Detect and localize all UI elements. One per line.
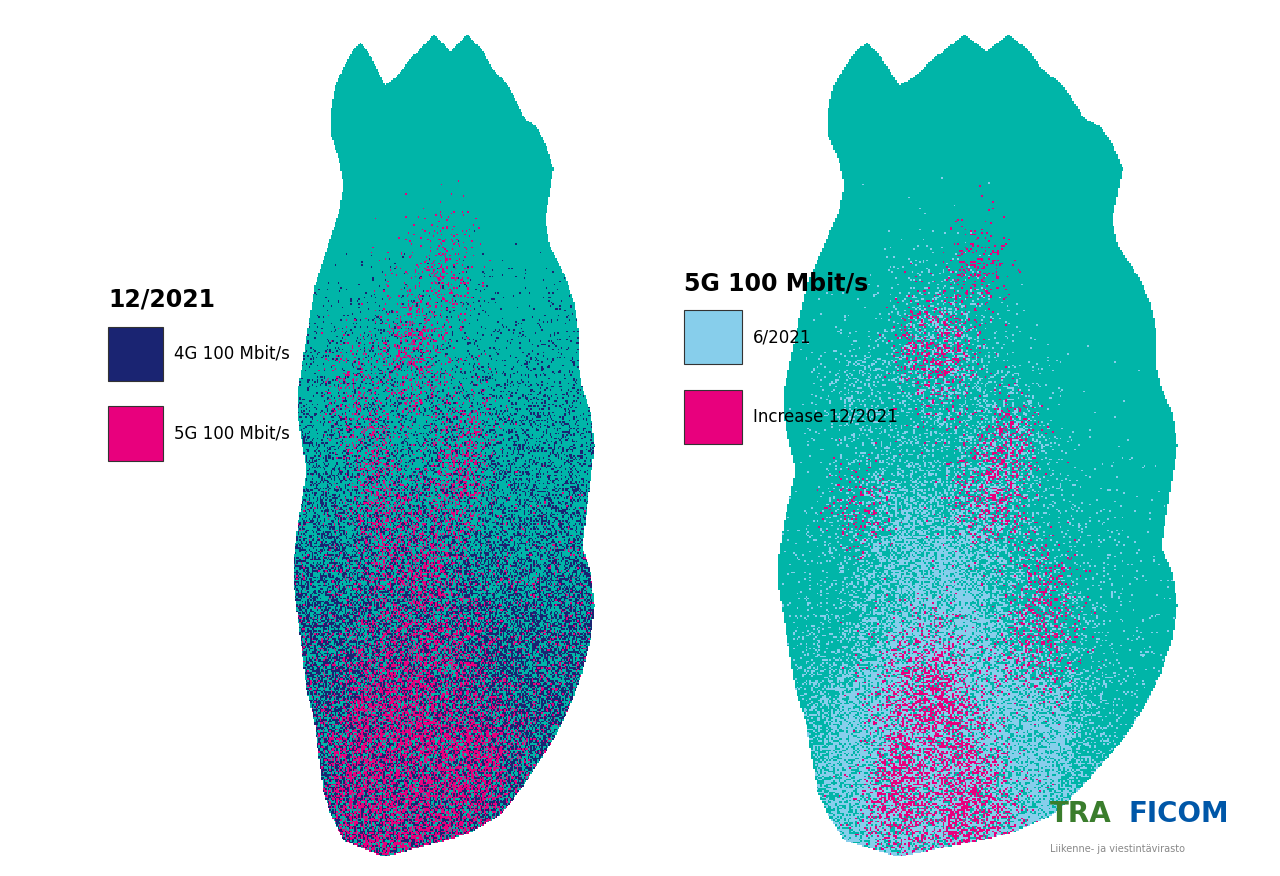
Text: Increase 12/2021: Increase 12/2021 [754, 408, 899, 426]
FancyBboxPatch shape [685, 390, 742, 444]
Text: 6/2021: 6/2021 [754, 328, 812, 346]
Text: 5G 100 Mbit/s: 5G 100 Mbit/s [685, 271, 868, 295]
Text: 5G 100 Mbit/s: 5G 100 Mbit/s [174, 425, 289, 442]
FancyBboxPatch shape [108, 327, 163, 381]
FancyBboxPatch shape [685, 310, 742, 364]
Text: 12/2021: 12/2021 [108, 288, 215, 312]
FancyBboxPatch shape [108, 406, 163, 461]
Text: FICOM: FICOM [1129, 800, 1230, 828]
Text: 4G 100 Mbit/s: 4G 100 Mbit/s [174, 345, 289, 363]
Text: TRA: TRA [1050, 800, 1111, 828]
Text: Liikenne- ja viestintävirasto: Liikenne- ja viestintävirasto [1050, 844, 1184, 854]
